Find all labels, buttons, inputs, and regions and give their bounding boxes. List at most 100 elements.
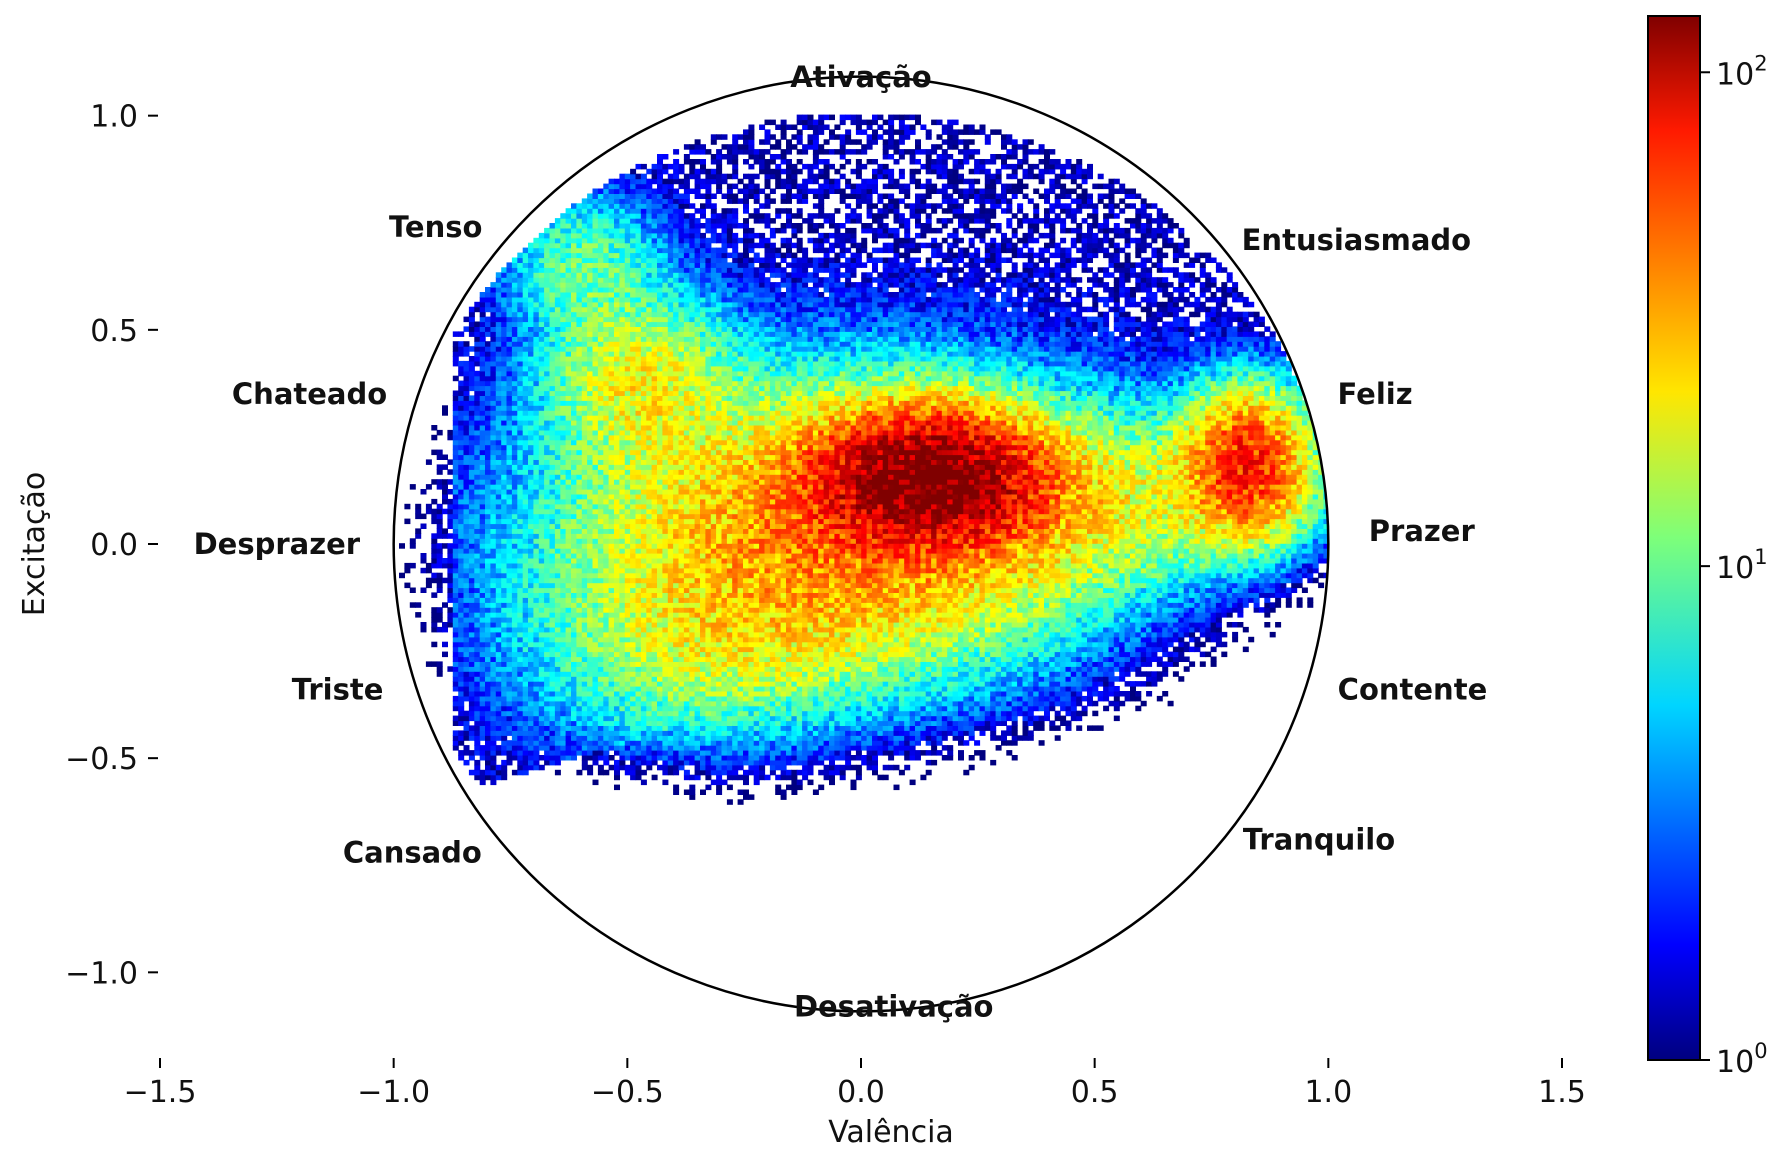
heatmap-cell — [528, 252, 534, 259]
heatmap-cell — [581, 543, 588, 549]
heatmap-cell — [630, 415, 637, 421]
heatmap-cell — [678, 725, 685, 731]
heatmap-cell — [614, 676, 620, 682]
heatmap-cell — [452, 656, 459, 662]
heatmap-cell — [673, 252, 680, 259]
heatmap-cell — [409, 543, 416, 549]
heatmap-cell — [544, 395, 551, 401]
heatmap-cell — [635, 400, 642, 406]
heatmap-cell — [646, 326, 653, 332]
heatmap-cell — [463, 695, 470, 702]
heatmap-cell — [646, 193, 653, 199]
heatmap-cell — [608, 474, 615, 480]
heatmap-cell — [565, 730, 572, 736]
heatmap-cell — [640, 508, 647, 515]
heatmap-cell — [565, 508, 572, 515]
heatmap-cell — [651, 208, 658, 214]
heatmap-cell — [635, 533, 642, 539]
heatmap-cell — [630, 474, 637, 480]
heatmap-cell — [635, 676, 642, 682]
heatmap-cell — [474, 429, 481, 436]
heatmap-cell — [624, 508, 631, 515]
heatmap-cell — [495, 434, 502, 441]
heatmap-cell — [662, 287, 669, 293]
heatmap-cell — [667, 242, 674, 249]
heatmap-cell — [614, 587, 620, 593]
heatmap-cell — [592, 661, 599, 667]
heatmap-cell — [554, 474, 561, 480]
heatmap-cell — [452, 503, 459, 510]
heatmap-cell — [528, 622, 534, 628]
heatmap-cell — [587, 562, 594, 569]
heatmap-cell — [538, 562, 545, 569]
heatmap-cell — [673, 484, 680, 490]
heatmap-cell — [603, 740, 610, 746]
heatmap-cell — [614, 759, 620, 766]
heatmap-cell — [587, 538, 594, 544]
heatmap-cell — [630, 686, 637, 692]
heatmap-cell — [538, 360, 545, 367]
heatmap-cell — [662, 671, 669, 677]
heatmap-cell — [495, 631, 502, 638]
heatmap-cell — [522, 518, 529, 525]
heatmap-cell — [603, 681, 610, 687]
heatmap-cell — [587, 370, 594, 377]
heatmap-cell — [635, 508, 642, 515]
heatmap-cell — [597, 346, 604, 352]
heatmap-cell — [667, 449, 674, 456]
heatmap-cell — [538, 617, 545, 623]
heatmap-cell — [565, 356, 572, 362]
heatmap-cell — [549, 479, 556, 485]
heatmap-cell — [592, 410, 599, 416]
heatmap-cell — [458, 503, 465, 510]
heatmap-cell — [506, 282, 513, 288]
heatmap-cell — [538, 513, 545, 520]
heatmap-cell — [576, 321, 583, 327]
heatmap-cell — [506, 385, 513, 392]
heatmap-cell — [603, 543, 610, 549]
heatmap-cell — [458, 592, 465, 598]
heatmap-cell — [565, 548, 572, 554]
heatmap-cell — [485, 572, 491, 579]
heatmap-cell — [506, 262, 513, 268]
heatmap-cell — [474, 681, 481, 687]
heatmap-cell — [651, 198, 658, 204]
heatmap-cell — [667, 523, 674, 529]
heatmap-cell — [544, 390, 551, 396]
heatmap-cell — [501, 661, 508, 667]
heatmap-cell — [624, 745, 631, 751]
heatmap-cell — [511, 567, 518, 574]
heatmap-cell — [474, 582, 481, 589]
heatmap-cell — [495, 587, 502, 593]
heatmap-cell — [683, 686, 690, 692]
heatmap-cell — [522, 592, 529, 598]
heatmap-cell — [678, 661, 685, 667]
heatmap-cell — [560, 237, 567, 244]
heatmap-cell — [581, 612, 588, 618]
heatmap-cell — [404, 567, 411, 574]
heatmap-cell — [587, 710, 594, 717]
heatmap-cell — [635, 489, 642, 495]
heatmap-cell — [592, 498, 599, 505]
heatmap-cell — [528, 666, 534, 672]
heatmap-cell — [624, 710, 631, 717]
heatmap-cell — [565, 518, 572, 525]
heatmap-cell — [651, 508, 658, 515]
heatmap-cell — [587, 656, 594, 662]
heatmap-cell — [592, 296, 599, 303]
heatmap-cell — [576, 538, 583, 544]
heatmap-cell — [544, 356, 551, 362]
heatmap-cell — [468, 755, 475, 761]
heatmap-cell — [662, 203, 669, 209]
heatmap-cell — [678, 287, 685, 293]
heatmap-cell — [608, 498, 615, 505]
heatmap-cell — [463, 538, 470, 544]
heatmap-cell — [614, 612, 620, 618]
heatmap-cell — [630, 715, 637, 722]
heatmap-cell — [662, 676, 669, 682]
heatmap-cell — [624, 247, 631, 254]
heatmap-cell — [571, 474, 577, 480]
heatmap-cell — [485, 686, 491, 692]
heatmap-cell — [576, 306, 583, 313]
heatmap-cell — [635, 725, 642, 731]
